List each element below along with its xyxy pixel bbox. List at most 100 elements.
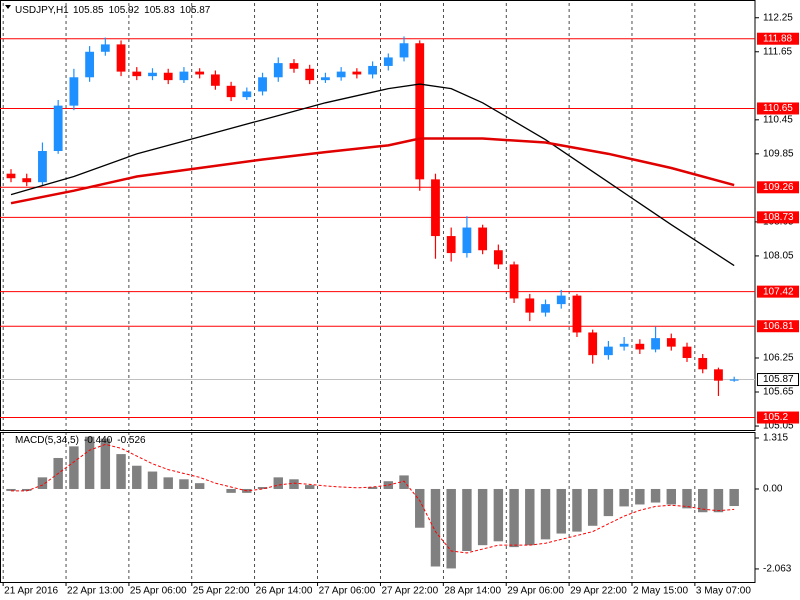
candle-body <box>509 264 519 299</box>
y-tick-label: 106.25 <box>763 353 794 364</box>
macd-bar <box>650 488 661 503</box>
level-label: 108.73 <box>763 212 794 223</box>
macd-bar <box>273 477 283 489</box>
y-tick-label: 105.05 <box>763 421 794 432</box>
macd-bar <box>257 487 268 489</box>
macd-bar <box>84 436 95 489</box>
macd-bar <box>22 488 32 491</box>
candle-body <box>729 379 739 381</box>
candle-body <box>572 295 582 333</box>
candle-body <box>289 63 299 69</box>
header-item: 105.83 <box>144 5 175 16</box>
candle-body <box>682 346 692 358</box>
macd-bar <box>304 485 315 489</box>
y-tick-label: 109.85 <box>763 148 794 159</box>
candle-body <box>305 68 315 81</box>
macd-bar <box>226 488 236 493</box>
menu-arrow[interactable] <box>5 5 11 9</box>
level-label-box <box>757 32 799 45</box>
candle-body <box>446 236 456 254</box>
x-tick-label: 26 Apr 14:00 <box>256 586 313 597</box>
macd-bar <box>415 488 425 528</box>
macd-bar <box>619 488 629 507</box>
candle-body <box>163 72 173 81</box>
level-label-box <box>757 181 799 194</box>
candle-body <box>352 71 362 75</box>
level-label: 111.88 <box>763 33 793 44</box>
macd-bar <box>556 488 566 534</box>
candle-body <box>399 43 409 58</box>
y-tick-label: 111.65 <box>763 46 793 57</box>
macd-bar <box>446 488 456 569</box>
candle-body <box>226 85 236 98</box>
x-tick-label: 27 Apr 22:00 <box>381 586 438 597</box>
macd-bar <box>399 475 409 489</box>
macd-bar <box>477 488 488 546</box>
candle-body <box>321 77 330 81</box>
y-tick-label: 108.05 <box>763 251 794 262</box>
candle-body <box>53 105 63 152</box>
header-item: -0.526 <box>117 435 146 446</box>
macd-bar <box>462 488 472 551</box>
header-item: 105.85 <box>73 5 104 16</box>
moving-average <box>10 137 735 205</box>
x-tick-label: 27 Apr 06:00 <box>319 586 376 597</box>
header-item: MACD(5,34,5) <box>15 435 79 446</box>
candle-body <box>462 227 472 254</box>
level-label-box <box>757 211 799 224</box>
macd-bar <box>383 481 394 489</box>
macd-bar <box>509 488 519 548</box>
y-tick-label: 112.25 <box>763 12 793 23</box>
candle-body <box>588 332 598 356</box>
candle-body <box>210 74 220 86</box>
candle-body <box>195 71 205 75</box>
candle-body <box>525 298 535 313</box>
candle-body <box>541 304 550 313</box>
macd-bar <box>603 488 614 517</box>
x-tick-label: 25 Apr 22:00 <box>193 586 250 597</box>
macd-bar <box>729 488 739 507</box>
candle-body <box>6 173 16 179</box>
macd-bar <box>540 488 551 540</box>
level-label-box <box>757 285 799 298</box>
level-label: 106.81 <box>763 321 794 332</box>
level-label-box <box>757 320 799 333</box>
macd-bar <box>635 488 645 505</box>
candle-body <box>148 72 157 77</box>
candle-body <box>242 91 252 98</box>
macd-bar <box>572 488 582 532</box>
candle-body <box>258 77 267 92</box>
header-item: USDJPY,H1 <box>15 5 69 16</box>
y-tick-label: 1.315 <box>763 433 788 444</box>
candle-body <box>619 343 629 347</box>
macd-bar <box>713 488 724 513</box>
candle-body <box>368 65 377 75</box>
candle-body <box>22 178 32 183</box>
panel-header: USDJPY,H1 105.85 105.92 105.83 105.87 <box>15 5 211 16</box>
macd-bar <box>147 471 158 489</box>
candle-body <box>431 179 440 237</box>
candle-body <box>179 71 189 81</box>
macd-bar <box>100 438 111 489</box>
candle-body <box>69 77 79 106</box>
candle-body <box>493 250 503 265</box>
macd-bar <box>69 446 79 489</box>
macd-bar <box>430 488 441 567</box>
macd-bar <box>289 479 299 489</box>
candle-body <box>651 338 660 350</box>
macd-bar <box>525 488 535 546</box>
x-tick-label: 22 Apr 13:00 <box>67 586 124 597</box>
price-panel <box>0 0 756 431</box>
candle-body <box>604 346 613 356</box>
candle-body <box>38 151 47 183</box>
y-tick-label: 110.45 <box>763 114 793 125</box>
header-item: 105.92 <box>109 5 140 16</box>
candle-body <box>85 51 95 78</box>
candle-body <box>635 343 645 350</box>
current-price-box <box>757 373 799 387</box>
macd-bar <box>493 488 504 542</box>
candle-body <box>383 57 393 66</box>
level-label: 107.42 <box>763 286 794 297</box>
candle-body <box>132 71 142 77</box>
